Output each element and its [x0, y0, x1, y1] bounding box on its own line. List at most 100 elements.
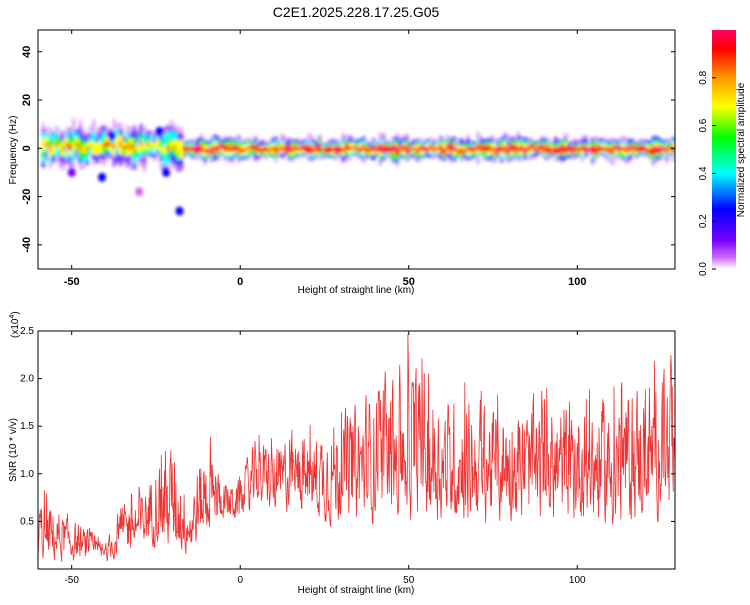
spectrogram-cell [331, 147, 336, 152]
spectrogram-cell [314, 140, 319, 144]
snr-ticks: -50 0 50 100 0.5 1.0 1.5 2.0 2.5 [20, 326, 675, 586]
spectrogram-cell [98, 136, 103, 143]
spectrogram-cell [388, 148, 393, 152]
spectrogram-cell [530, 140, 535, 144]
spectrogram-cell [324, 154, 329, 158]
spectrogram-cell [81, 156, 86, 164]
spectrogram-cell [509, 149, 514, 155]
spectrogram-cell [317, 142, 322, 147]
spectrogram-cell [142, 137, 147, 145]
spectrogram-cell [220, 150, 224, 154]
spectrogram-cell [321, 154, 326, 158]
spectrogram-x-tick-label-3: 100 [568, 276, 586, 288]
spectrogram-cell [193, 141, 198, 145]
spectrogram-cell [280, 151, 285, 156]
spectrogram-cell [570, 141, 575, 145]
spectrogram-cell [273, 150, 278, 156]
spectrogram-cell [240, 144, 245, 149]
spectrogram-cell [459, 138, 464, 143]
spectrogram-cell [422, 152, 427, 156]
spectrogram-cell [402, 134, 406, 139]
spectrogram-cell [58, 139, 63, 146]
spectrogram-cell [267, 147, 272, 151]
spectrogram-cell [493, 140, 497, 145]
spectrogram-cell [503, 148, 508, 154]
spectrogram-cell [351, 138, 356, 143]
spectrogram-cell [257, 145, 262, 150]
spectrogram-cell [236, 142, 241, 147]
spectrogram-cell [297, 146, 302, 150]
spectrogram-cell [132, 156, 137, 164]
spectrogram-cell [162, 133, 167, 141]
spectrogram-cell [604, 154, 609, 158]
spectrogram-cell [381, 135, 386, 141]
spectrogram-cell [54, 161, 59, 168]
spectrogram-cell [533, 143, 538, 147]
spectrogram-cell [260, 144, 265, 149]
spectrogram-cell [206, 154, 211, 159]
spectrogram-cell [516, 131, 521, 137]
spectrogram-cell [459, 151, 464, 156]
spectrogram-cell [634, 148, 639, 152]
spectrogram-cell [139, 155, 144, 162]
spectrogram-cell [489, 156, 494, 162]
spectrogram-cell [132, 149, 137, 158]
spectrogram-cell [112, 124, 117, 132]
spectrogram-cell [560, 143, 565, 149]
spectrogram-cell [627, 144, 632, 149]
spectrogram-cell [668, 140, 673, 144]
spectrogram-cell [58, 162, 63, 169]
spectrogram-cell [85, 132, 90, 139]
spectrogram-cell [277, 150, 282, 154]
spectrogram-cell [257, 139, 262, 144]
spectrogram-cell [358, 143, 363, 148]
spectrogram-cell [358, 149, 363, 153]
spectrogram-cell [493, 137, 497, 142]
spectrogram-cell [51, 140, 56, 146]
spectrogram-cell [240, 147, 245, 152]
snr-x-tick-label-3: 100 [569, 575, 586, 586]
spectrogram-cell [408, 145, 413, 149]
spectrogram-cell [176, 132, 181, 140]
spectrogram-cell [631, 150, 636, 154]
spectrogram-blob-1 [98, 172, 107, 182]
spectrogram-cell [418, 155, 423, 160]
spectrogram-cell [105, 154, 110, 161]
spectrogram-cell [290, 142, 295, 147]
spectrogram-cell [321, 143, 326, 147]
spectrogram-cell [354, 146, 359, 150]
spectrogram-cell [584, 137, 588, 142]
spectrogram-cell [607, 148, 612, 152]
spectrogram-cell [358, 146, 363, 151]
spectrogram-cell [412, 146, 417, 150]
spectrogram-cell [166, 144, 171, 152]
spectrogram-cell [577, 154, 582, 158]
spectrogram-cell [493, 154, 497, 159]
spectrogram-cell [132, 118, 137, 126]
spectrogram-cell [509, 156, 514, 161]
spectrogram-cell [594, 135, 599, 140]
colorbar-tick-label-4: 0.8 [698, 70, 709, 84]
spectrogram-cell [230, 146, 235, 151]
spectrogram-cell [391, 143, 396, 149]
spectrogram-cell [220, 143, 224, 147]
snr-series-line [38, 334, 675, 562]
spectrogram-cell [651, 150, 656, 156]
spectrogram-cell [607, 156, 612, 160]
spectrogram-cell [422, 150, 427, 154]
spectrogram-cell [550, 144, 555, 149]
spectrogram-cell [617, 147, 622, 152]
spectrogram-cell [155, 149, 160, 155]
spectrogram-cell [402, 152, 406, 157]
spectrogram-cell [155, 153, 160, 159]
spectrogram-cell [230, 140, 235, 145]
spectrogram-cell [557, 144, 562, 149]
spectrogram-cell [317, 155, 322, 160]
spectrogram-cell [651, 139, 656, 145]
spectrogram-cell [196, 140, 201, 145]
spectrogram-cell [236, 145, 241, 150]
spectrogram-cell [418, 137, 423, 142]
spectrogram-cell [68, 149, 73, 156]
spectrogram-cell [459, 144, 464, 149]
spectrogram-cell [624, 159, 629, 164]
